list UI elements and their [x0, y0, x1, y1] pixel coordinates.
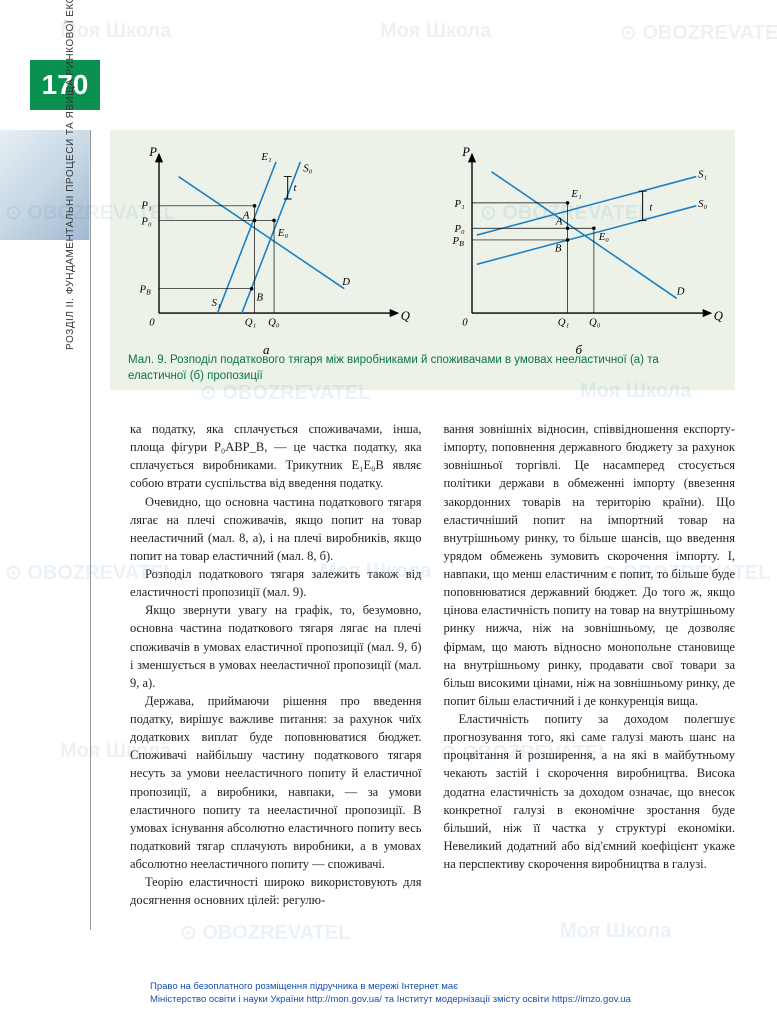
svg-text:P₀: P₀ — [453, 223, 465, 235]
svg-text:PB: PB — [451, 235, 464, 248]
paragraph: Еластичність попиту за доходом полегшує … — [444, 710, 736, 873]
column-left: ка податку, яка сплачується споживачами,… — [130, 420, 422, 909]
side-rule — [90, 130, 91, 930]
figure-9: P Q 0 — [110, 130, 735, 390]
svg-text:P₀: P₀ — [140, 215, 152, 227]
svg-text:B: B — [257, 291, 264, 303]
watermark: ⊙ OBOZREVATEL — [180, 920, 350, 945]
column-right: вання зовнішніх відносин, співвідношення… — [444, 420, 736, 909]
footer-note: Право на безоплатного розміщення підручн… — [150, 981, 631, 1006]
svg-text:E₀: E₀ — [277, 227, 289, 239]
watermark: ⊙ OBOZREVATEL — [620, 20, 777, 45]
svg-text:E₁: E₁ — [260, 151, 272, 163]
side-decorative-image — [0, 130, 90, 240]
svg-text:t: t — [294, 182, 298, 194]
svg-text:A: A — [554, 215, 562, 227]
svg-text:D: D — [675, 286, 684, 298]
svg-text:PB: PB — [139, 284, 152, 297]
svg-text:Q₁: Q₁ — [245, 317, 257, 329]
body-text: ка податку, яка сплачується споживачами,… — [130, 420, 735, 909]
chart-a-label: а — [120, 342, 413, 358]
svg-text:0: 0 — [149, 317, 155, 329]
paragraph: ка податку, яка сплачується споживачами,… — [130, 420, 422, 493]
watermark: Моя Школа — [380, 20, 491, 43]
chart-b-elastic-supply: P Q 0 — [433, 140, 726, 335]
svg-text:S₀: S₀ — [698, 198, 707, 210]
paragraph: Очевидно, що основна частина податкового… — [130, 493, 422, 566]
paragraph: Теорію еластичності широко використовуют… — [130, 873, 422, 909]
paragraph: вання зовнішніх відносин, співвідношення… — [444, 420, 736, 710]
svg-text:S₀: S₀ — [303, 163, 312, 175]
svg-text:Q₁: Q₁ — [557, 317, 569, 329]
chart-b-label: б — [433, 342, 726, 358]
svg-text:0: 0 — [462, 317, 468, 329]
section-label: РОЗДІЛ ІІ. ФУНДАМЕНТАЛЬНІ ПРОЦЕСИ ТА ЯВИ… — [65, 0, 76, 350]
svg-text:Q: Q — [713, 309, 722, 323]
svg-text:t: t — [649, 202, 653, 214]
svg-text:S₁: S₁ — [212, 297, 221, 309]
footer-line: Право на безоплатного розміщення підручн… — [150, 981, 631, 993]
paragraph: Якщо звернути увагу на графік, то, безум… — [130, 601, 422, 692]
svg-text:E₀: E₀ — [597, 231, 609, 243]
svg-text:B: B — [554, 243, 561, 255]
svg-text:P: P — [148, 145, 157, 159]
svg-text:D: D — [341, 276, 350, 288]
svg-text:P: P — [461, 145, 470, 159]
paragraph: Держава, приймаючи рішення про введення … — [130, 692, 422, 873]
watermark: Моя Школа — [560, 920, 671, 943]
svg-text:A: A — [242, 209, 250, 221]
footer-line: Міністерство освіти і науки України http… — [150, 994, 631, 1006]
paragraph: Розподіл податкового тягаря залежить так… — [130, 565, 422, 601]
svg-text:E₁: E₁ — [570, 188, 582, 200]
svg-text:P₁: P₁ — [453, 198, 465, 210]
chart-a-inelastic-supply: P Q 0 — [120, 140, 413, 335]
svg-text:S₁: S₁ — [698, 169, 707, 181]
watermark: Моя Школа — [60, 20, 171, 43]
svg-text:Q₀: Q₀ — [589, 317, 601, 329]
svg-text:P₁: P₁ — [140, 200, 152, 212]
svg-text:Q₀: Q₀ — [268, 317, 280, 329]
svg-text:Q: Q — [401, 309, 410, 323]
